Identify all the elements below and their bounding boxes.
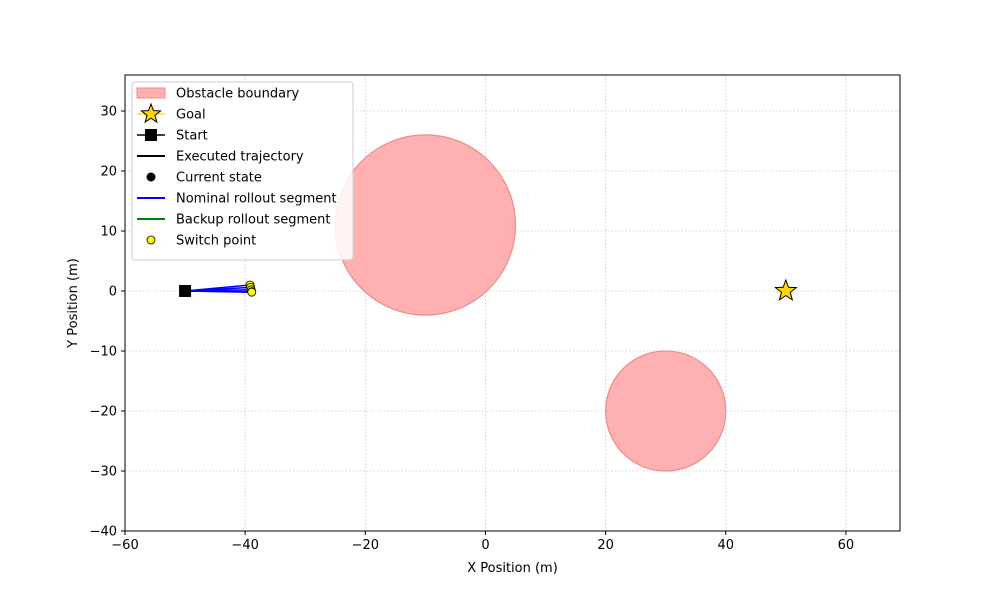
- legend-label: Executed trajectory: [176, 150, 304, 165]
- legend-entry: Start: [137, 129, 208, 144]
- axes-frame: [124, 74, 901, 532]
- legend-entry: Nominal rollout segment: [137, 192, 337, 207]
- x-axis-label: X Position (m): [467, 561, 558, 576]
- legend-label: Nominal rollout segment: [176, 192, 337, 207]
- legend-entry: Goal: [137, 102, 206, 124]
- x-tick-label: 0: [481, 538, 489, 553]
- y-tick-label: 30: [100, 105, 117, 120]
- x-tick-label: −20: [352, 538, 379, 553]
- y-tick-label: −40: [90, 525, 117, 540]
- legend-entry: Backup rollout segment: [137, 213, 330, 228]
- obstacle-circle: [334, 134, 517, 316]
- x-tick-label: 40: [718, 538, 735, 553]
- legend-label: Start: [176, 129, 208, 144]
- x-tick-label: −40: [231, 538, 258, 553]
- y-tick-label: −10: [90, 345, 117, 360]
- legend-start-square: [145, 129, 157, 141]
- start-marker: [179, 285, 192, 297]
- legend-label: Goal: [176, 108, 206, 123]
- legend-obstacle-swatch: [136, 87, 166, 99]
- x-tick-label: −60: [111, 538, 138, 553]
- y-axis-label: Y Position (m): [66, 258, 81, 349]
- legend-box: [131, 81, 354, 261]
- legend: Obstacle boundary Goal Start Executed traje…: [131, 81, 354, 261]
- legend-entry: Switch point: [146, 234, 256, 249]
- legend-goal-star: [140, 102, 162, 124]
- y-tick-label: 20: [100, 165, 117, 180]
- goal-marker: [774, 278, 798, 302]
- y-tick-label: −20: [90, 405, 117, 420]
- legend-entry: Executed trajectory: [137, 150, 304, 165]
- nominal-rollout-segment: [185, 290, 252, 293]
- switch-point: [247, 287, 257, 297]
- nominal-rollouts: [185, 284, 252, 293]
- obstacle-circle: [605, 350, 727, 472]
- legend-label: Obstacle boundary: [176, 87, 299, 102]
- obstacles: [334, 134, 727, 472]
- y-tick-label: 0: [109, 285, 117, 300]
- legend-switch-point-dot: [146, 235, 156, 245]
- legend-entry: Current state: [146, 171, 262, 186]
- legend-entry: Obstacle boundary: [136, 87, 299, 102]
- y-tick-label: −30: [90, 465, 117, 480]
- markers: [179, 278, 798, 302]
- legend-label: Backup rollout segment: [176, 213, 330, 228]
- legend-current-state-dot: [146, 172, 156, 182]
- x-tick-label: 20: [597, 538, 614, 553]
- legend-label: Current state: [176, 171, 262, 186]
- x-tick-label: 60: [838, 538, 855, 553]
- y-tick-label: 10: [100, 225, 117, 240]
- legend-label: Switch point: [176, 234, 256, 249]
